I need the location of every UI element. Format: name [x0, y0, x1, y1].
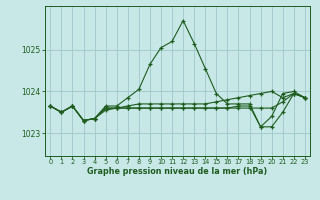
X-axis label: Graphe pression niveau de la mer (hPa): Graphe pression niveau de la mer (hPa) — [87, 167, 268, 176]
